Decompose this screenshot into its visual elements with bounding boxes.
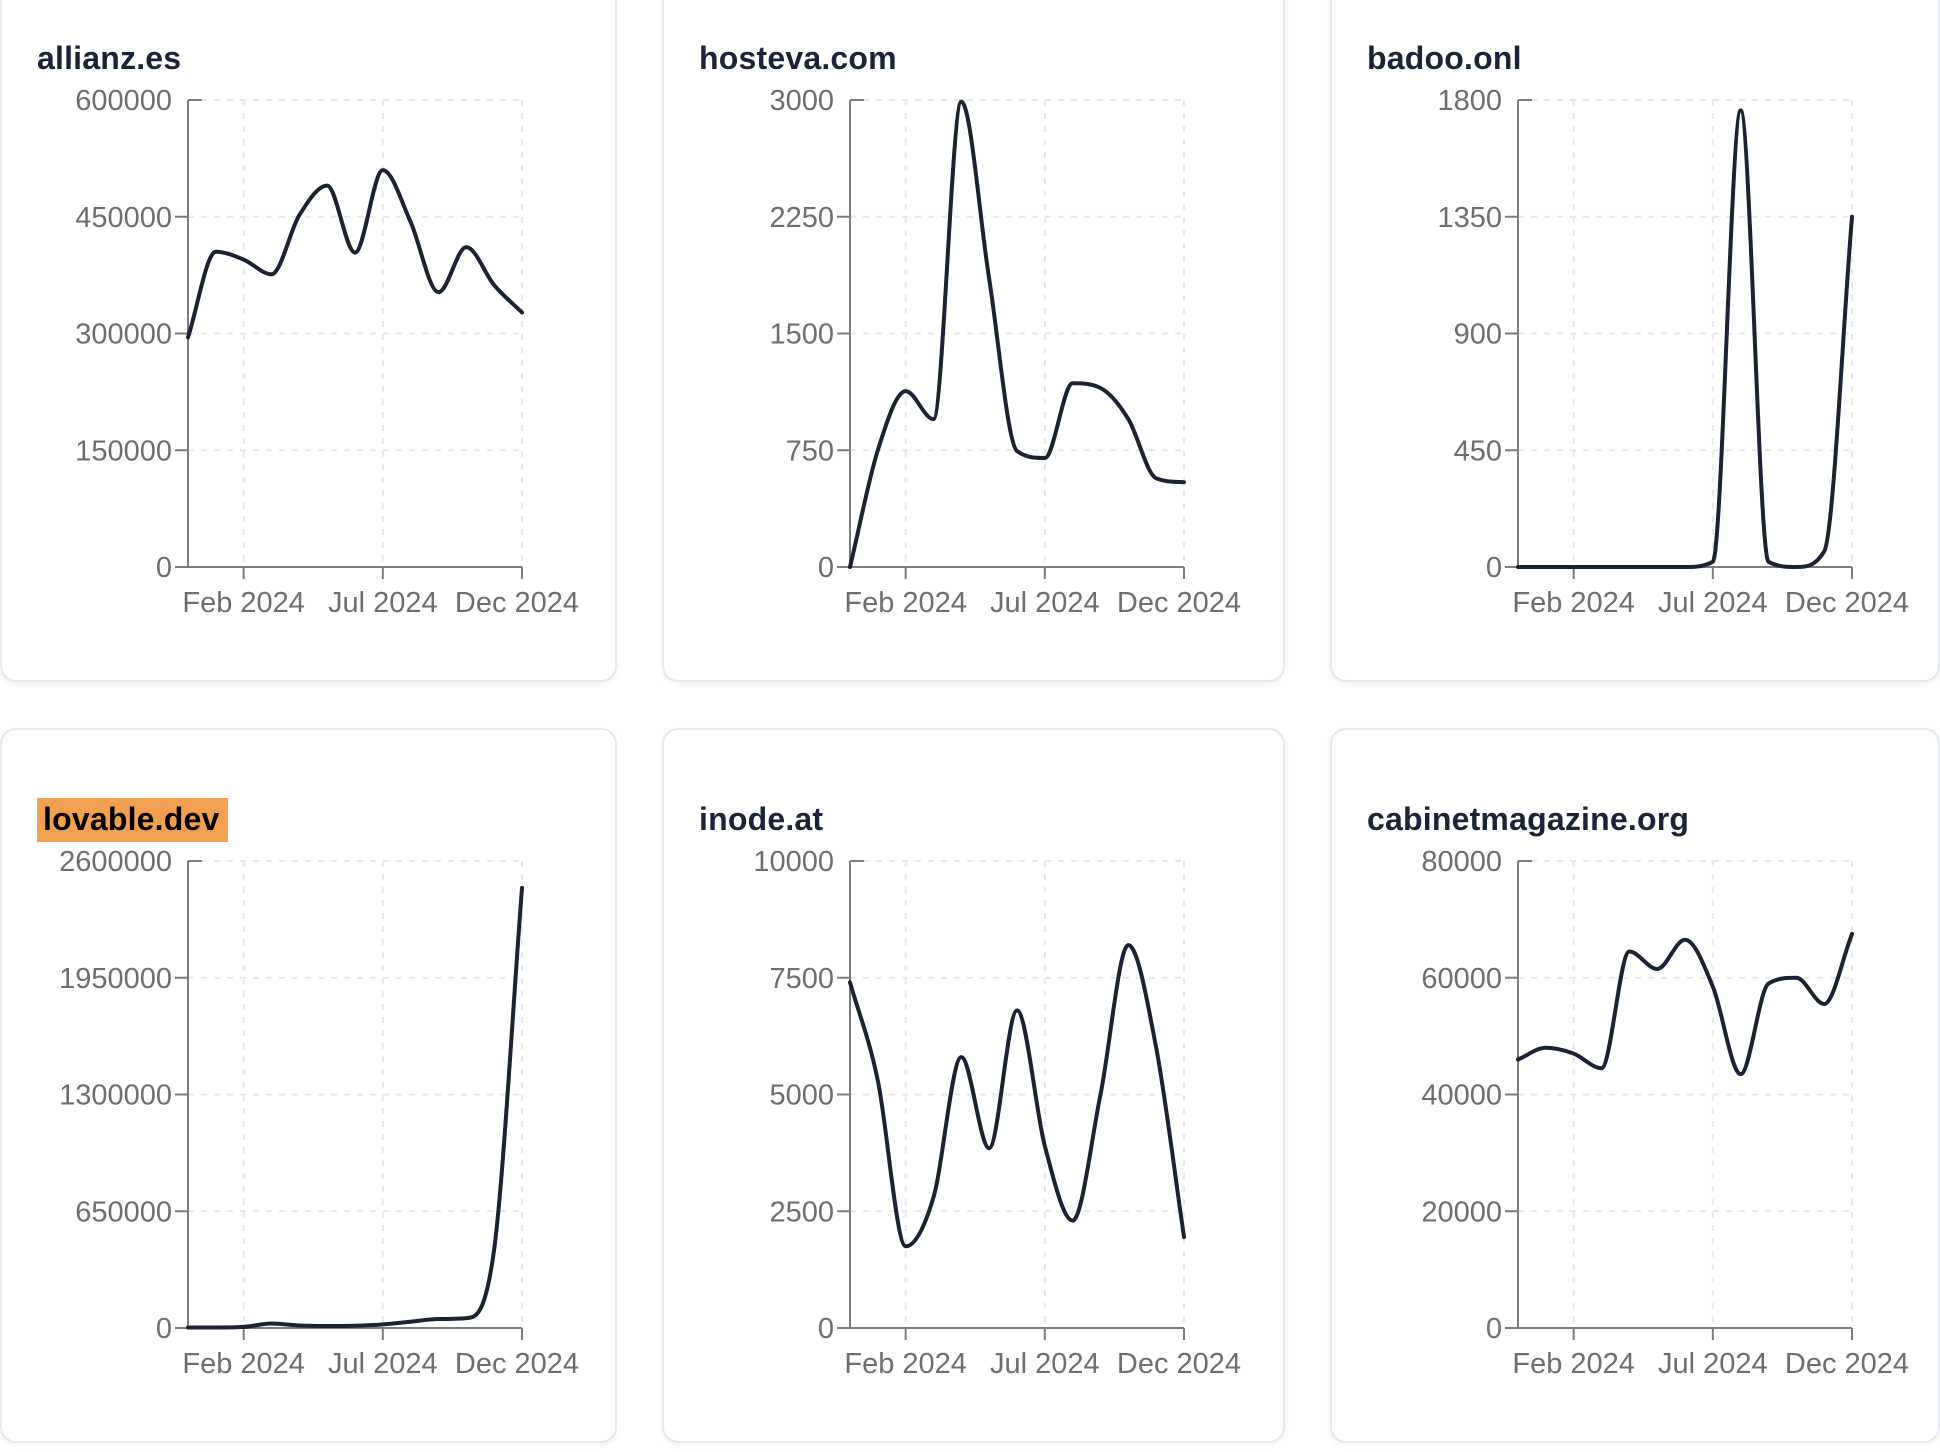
- series-line: [848, 943, 1186, 1249]
- x-tick-label: Dec 2024: [1785, 587, 1909, 619]
- series-line: [1516, 108, 1854, 569]
- line-chart: 0 2500 5000 7500 10000 Feb 2024 Jul 2024 Dec 20…: [753, 846, 1241, 1380]
- chart-card-inode-at[interactable]: inode.at 0 2500 5000 7500 10000 Feb 2024 Jul 20…: [662, 728, 1285, 1443]
- axes: [837, 860, 1185, 1340]
- line-chart: 0 150000 300000 450000 600000 Feb 2024 Jul 202…: [75, 85, 579, 619]
- axes: [837, 99, 1185, 579]
- y-tick-label: 650000: [75, 1196, 172, 1228]
- y-tick-label: 2250: [769, 202, 834, 234]
- x-tick-label: Jul 2024: [1658, 587, 1768, 619]
- chart-title-text: allianz.es: [37, 39, 182, 76]
- chart-card-hosteva-com[interactable]: hosteva.com 0 750 1500 2250 3000 Feb 2024 Jul 2…: [662, 0, 1285, 682]
- y-tick-label: 1950000: [59, 963, 172, 995]
- chart-title: badoo.onl: [1367, 40, 1522, 77]
- y-tick-label: 450: [1454, 435, 1502, 467]
- x-tick-label: Dec 2024: [1117, 1348, 1241, 1380]
- x-tick-label: Feb 2024: [182, 1348, 305, 1380]
- y-tick-label: 0: [156, 552, 172, 584]
- y-tick-label: 0: [1486, 1313, 1502, 1345]
- chart-title: cabinetmagazine.org: [1367, 801, 1689, 838]
- x-tick-label: Feb 2024: [1512, 1348, 1635, 1380]
- line-chart: 0 750 1500 2250 3000 Feb 2024 Jul 2024 Dec 2024: [769, 85, 1241, 619]
- x-tick-label: Feb 2024: [844, 587, 967, 619]
- y-tick-label: 0: [818, 552, 834, 584]
- x-tick-label: Dec 2024: [1117, 587, 1241, 619]
- y-tick-label: 7500: [769, 963, 834, 995]
- chart-card-badoo-onl[interactable]: badoo.onl 0 450 900 1350 1800 Feb 2024 Jul 2024…: [1330, 0, 1940, 682]
- y-tick-label: 60000: [1421, 963, 1502, 995]
- x-tick-label: Feb 2024: [1512, 587, 1635, 619]
- y-tick-label: 2600000: [59, 846, 172, 878]
- x-tick-label: Jul 2024: [328, 587, 438, 619]
- x-tick-label: Dec 2024: [455, 587, 579, 619]
- series-line: [186, 885, 524, 1330]
- y-tick-label: 0: [1486, 552, 1502, 584]
- x-tick-label: Feb 2024: [182, 587, 305, 619]
- gridlines: [188, 860, 523, 1328]
- axes: [1505, 860, 1853, 1340]
- y-tick-label: 2500: [769, 1196, 834, 1228]
- series-line: [1516, 932, 1854, 1077]
- axes: [175, 99, 523, 579]
- y-tick-label: 150000: [75, 435, 172, 467]
- gridlines: [188, 99, 523, 567]
- axes: [1505, 99, 1853, 579]
- x-tick-label: Dec 2024: [455, 1348, 579, 1380]
- gridlines: [850, 99, 1185, 567]
- y-tick-label: 300000: [75, 319, 172, 351]
- gridlines: [850, 860, 1185, 1328]
- y-tick-label: 40000: [1421, 1080, 1502, 1112]
- line-chart: 0 450 900 1350 1800 Feb 2024 Jul 2024 Dec 2024: [1437, 85, 1909, 619]
- y-tick-label: 1500: [769, 319, 834, 351]
- y-tick-label: 1800: [1437, 85, 1502, 117]
- x-tick-label: Jul 2024: [1658, 1348, 1768, 1380]
- y-tick-label: 900: [1454, 319, 1502, 351]
- y-tick-label: 10000: [753, 846, 834, 878]
- y-tick-label: 450000: [75, 202, 172, 234]
- chart-title-text: badoo.onl: [1367, 39, 1522, 76]
- y-tick-label: 0: [818, 1313, 834, 1345]
- chart-title: lovable.dev: [37, 797, 228, 842]
- chart-title: allianz.es: [37, 40, 181, 77]
- chart-title: hosteva.com: [699, 40, 897, 77]
- search-highlight: lovable.dev: [37, 797, 228, 842]
- y-tick-label: 1350: [1437, 202, 1502, 234]
- chart-title: inode.at: [699, 801, 823, 838]
- line-chart: 0 20000 40000 60000 80000 Feb 2024 Jul 2024 Dec…: [1421, 846, 1909, 1380]
- x-tick-label: Feb 2024: [844, 1348, 967, 1380]
- y-tick-label: 5000: [769, 1080, 834, 1112]
- x-tick-label: Jul 2024: [990, 587, 1100, 619]
- axes: [175, 860, 523, 1340]
- x-tick-label: Jul 2024: [990, 1348, 1100, 1380]
- y-tick-label: 600000: [75, 85, 172, 117]
- chart-title-text: hosteva.com: [699, 39, 897, 76]
- gridlines: [1518, 860, 1853, 1328]
- x-tick-label: Jul 2024: [328, 1348, 438, 1380]
- chart-card-allianz-es[interactable]: allianz.es 0 150000 300000 450000 600000 Feb 2…: [0, 0, 617, 682]
- series-line: [186, 168, 524, 340]
- y-tick-label: 750: [786, 435, 834, 467]
- gridlines: [1518, 99, 1853, 567]
- y-tick-label: 1300000: [59, 1080, 172, 1112]
- line-chart: 0 650000 1300000 1950000 2600000 Feb 2024 Jul …: [59, 846, 579, 1380]
- chart-card-lovable-dev[interactable]: lovable.dev 0 650000 1300000 1950000 2600000 F…: [0, 728, 617, 1443]
- chart-card-cabinetmagazine-org[interactable]: cabinetmagazine.org 0 20000 40000 60000 80000…: [1330, 728, 1940, 1443]
- y-tick-label: 80000: [1421, 846, 1502, 878]
- y-tick-label: 3000: [769, 85, 834, 117]
- y-tick-label: 0: [156, 1313, 172, 1345]
- series-line: [848, 99, 1186, 569]
- chart-title-text: inode.at: [699, 800, 824, 837]
- x-tick-label: Dec 2024: [1785, 1348, 1909, 1380]
- y-tick-label: 20000: [1421, 1196, 1502, 1228]
- chart-title-text: cabinetmagazine.org: [1367, 800, 1690, 837]
